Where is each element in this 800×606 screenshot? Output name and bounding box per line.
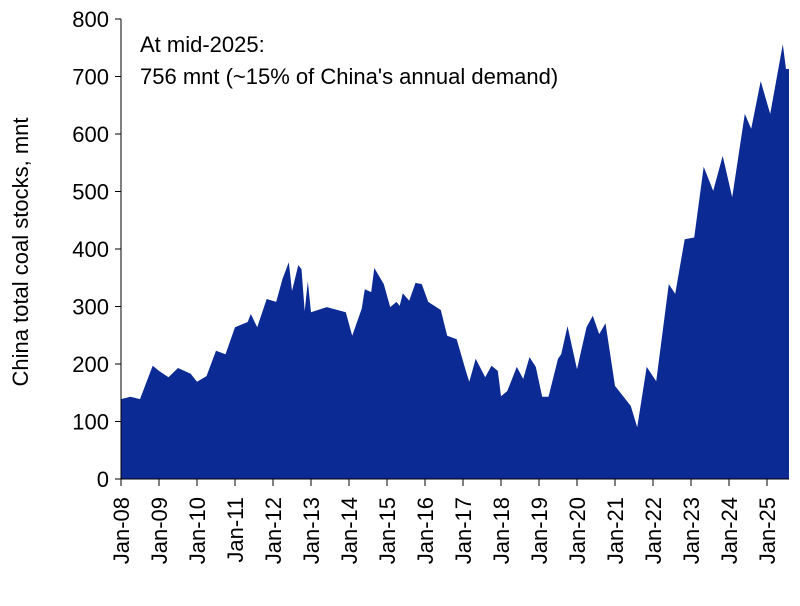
y-tick-label: 300 [72,295,109,320]
x-tick-label: Jan-16 [413,497,438,564]
y-tick-label: 600 [72,122,109,147]
x-tick-label: Jan-21 [603,497,628,564]
x-tick-label: Jan-18 [489,497,514,564]
coal-stocks-area [121,44,789,480]
y-tick-label: 0 [97,467,109,492]
x-tick-label: Jan-14 [337,497,362,564]
x-tick-label: Jan-25 [755,497,780,564]
x-tick-label: Jan-12 [261,497,286,564]
y-tick-label: 100 [72,410,109,435]
x-tick-label: Jan-23 [679,497,704,564]
x-tick-label: Jan-20 [565,497,590,564]
x-tick-label: Jan-24 [717,497,742,564]
x-tick-label: Jan-15 [375,497,400,564]
x-tick-label: Jan-11 [223,497,248,563]
x-tick-label: Jan-19 [527,497,552,564]
annotation-line-2: 756 mnt (~15% of China's annual demand) [140,64,558,89]
x-tick-label: Jan-10 [185,497,210,564]
x-tick-label: Jan-09 [147,497,172,564]
y-tick-label: 500 [72,180,109,205]
y-tick-label: 400 [72,237,109,262]
x-tick-label: Jan-08 [109,497,134,564]
annotation-line-1: At mid-2025: [140,32,265,57]
y-tick-label: 700 [72,65,109,90]
y-tick-label: 800 [72,7,109,32]
x-tick-label: Jan-22 [641,497,666,564]
x-tick-label: Jan-13 [299,497,324,564]
y-tick-label: 200 [72,352,109,377]
x-tick-label: Jan-17 [451,497,476,564]
y-axis-label: China total coal stocks, mnt [8,117,33,386]
